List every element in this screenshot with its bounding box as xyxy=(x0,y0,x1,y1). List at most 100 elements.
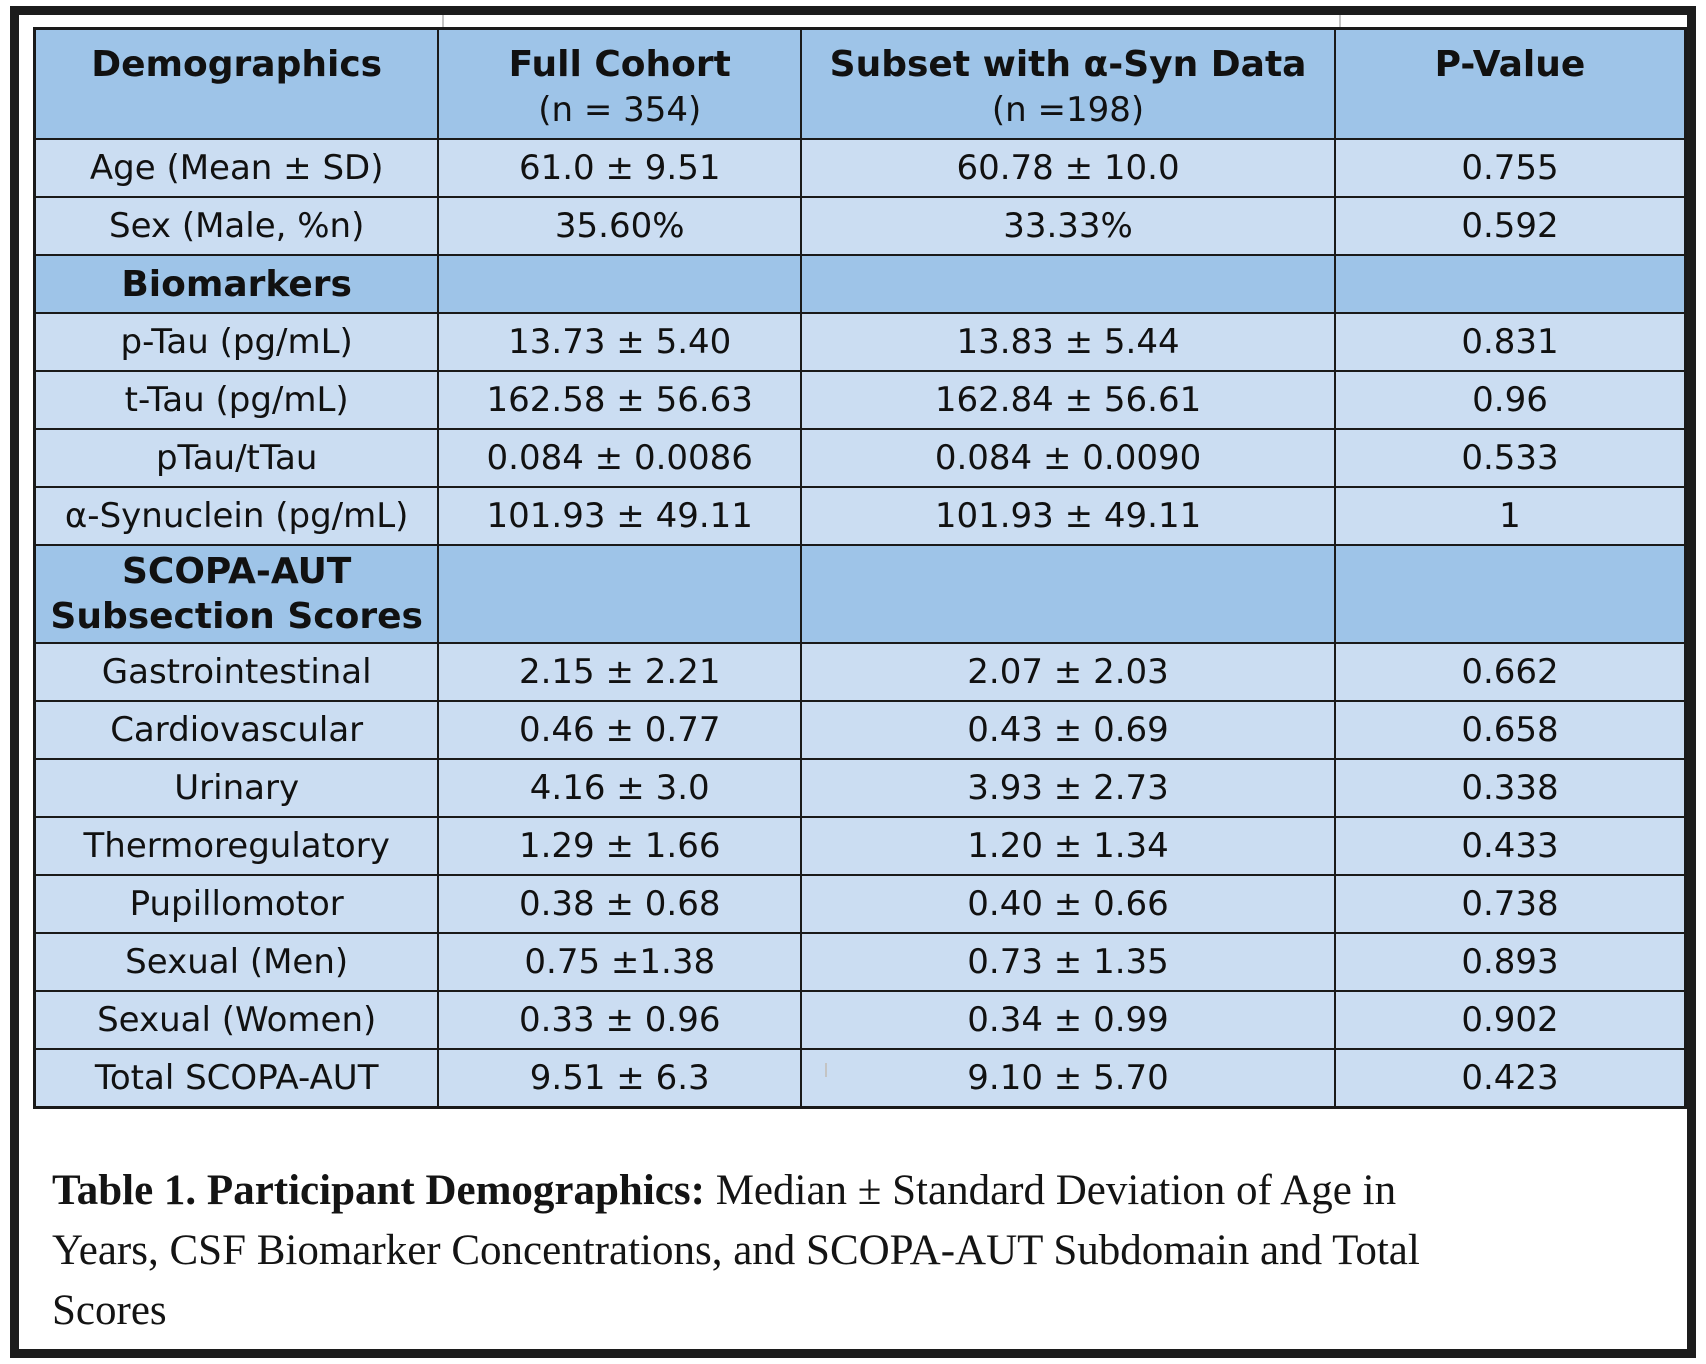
row-label: p-Tau (pg/mL) xyxy=(33,312,440,372)
table-row: Thermoregulatory 1.29 ± 1.66 1.20 ± 1.34 0.… xyxy=(33,816,1687,876)
table-row: Sexual (Women) 0.33 ± 0.96 0.34 ± 0.99 0.90… xyxy=(33,990,1687,1050)
header-row: Demographics Full Cohort (n = 354) Subse… xyxy=(33,27,1687,140)
section-empty-cell xyxy=(800,544,1336,644)
cell-p-value: 0.662 xyxy=(1333,642,1687,702)
header-subset: Subset with α-Syn Data (n =198) xyxy=(800,27,1336,140)
table-row: Gastrointestinal 2.15 ± 2.21 2.07 ± 2.03 0.… xyxy=(33,642,1687,702)
caption-title: Table 1. Participant Demographics: xyxy=(52,1167,705,1214)
table-row: Pupillomotor 0.38 ± 0.68 0.40 ± 0.66 0.738 xyxy=(33,874,1687,934)
cell-full-cohort: 1.29 ± 1.66 xyxy=(437,816,803,876)
cell-full-cohort: 13.73 ± 5.40 xyxy=(437,312,803,372)
cell-subset: 162.84 ± 56.61 xyxy=(800,370,1336,430)
caption-line-3: Scores xyxy=(52,1287,167,1335)
gridline-artifact xyxy=(825,1063,827,1077)
header-full-cohort-n: (n = 354) xyxy=(538,90,702,130)
cell-subset: 1.20 ± 1.34 xyxy=(800,816,1336,876)
header-subset-n: (n =198) xyxy=(991,90,1145,130)
row-label: Cardiovascular xyxy=(33,700,440,760)
row-label: α-Synuclein (pg/mL) xyxy=(33,486,440,546)
cell-subset: 0.43 ± 0.69 xyxy=(800,700,1336,760)
gridline-artifact xyxy=(1339,15,1341,27)
cell-subset: 2.07 ± 2.03 xyxy=(800,642,1336,702)
cell-full-cohort: 61.0 ± 9.51 xyxy=(437,138,803,198)
section-label: SCOPA-AUT Subsection Scores xyxy=(33,544,440,644)
section-empty-cell xyxy=(800,254,1336,314)
header-p-value-label: P-Value xyxy=(1434,44,1586,85)
cell-subset: 9.10 ± 5.70 xyxy=(800,1048,1336,1109)
cell-subset: 0.084 ± 0.0090 xyxy=(800,428,1336,488)
header-demographics: Demographics xyxy=(33,27,440,140)
table-row: Urinary 4.16 ± 3.0 3.93 ± 2.73 0.338 xyxy=(33,758,1687,818)
section-row: Biomarkers xyxy=(33,254,1687,314)
table-row: α-Synuclein (pg/mL) 101.93 ± 49.11 101.93 … xyxy=(33,486,1687,546)
table-row: Sex (Male, %n) 35.60% 33.33% 0.592 xyxy=(33,196,1687,256)
cell-full-cohort: 162.58 ± 56.63 xyxy=(437,370,803,430)
cell-p-value: 0.592 xyxy=(1333,196,1687,256)
cell-p-value: 0.902 xyxy=(1333,990,1687,1050)
section-row: SCOPA-AUT Subsection Scores xyxy=(33,544,1687,644)
table-caption: Table 1. Participant Demographics: Media… xyxy=(52,1161,1612,1342)
cell-subset: 33.33% xyxy=(800,196,1336,256)
table-body: Age (Mean ± SD) 61.0 ± 9.51 60.78 ± 10.0 0.… xyxy=(33,138,1687,1109)
row-label: Sexual (Men) xyxy=(33,932,440,992)
section-empty-cell xyxy=(1333,254,1687,314)
cell-p-value: 0.96 xyxy=(1333,370,1687,430)
table-row: Sexual (Men) 0.75 ±1.38 0.73 ± 1.35 0.893 xyxy=(33,932,1687,992)
row-label: Sexual (Women) xyxy=(33,990,440,1050)
table-row: Cardiovascular 0.46 ± 0.77 0.43 ± 0.69 0.65… xyxy=(33,700,1687,760)
row-label: Sex (Male, %n) xyxy=(33,196,440,256)
cell-p-value: 1 xyxy=(1333,486,1687,546)
cell-p-value: 0.338 xyxy=(1333,758,1687,818)
section-empty-cell xyxy=(437,544,803,644)
cell-p-value: 0.893 xyxy=(1333,932,1687,992)
row-label: Pupillomotor xyxy=(33,874,440,934)
table-header: Demographics Full Cohort (n = 354) Subse… xyxy=(33,27,1687,140)
table-row: pTau/tTau 0.084 ± 0.0086 0.084 ± 0.0090 0.5… xyxy=(33,428,1687,488)
cell-p-value: 0.533 xyxy=(1333,428,1687,488)
section-label: Biomarkers xyxy=(33,254,440,314)
cell-subset: 0.73 ± 1.35 xyxy=(800,932,1336,992)
cell-full-cohort: 0.38 ± 0.68 xyxy=(437,874,803,934)
row-label: Age (Mean ± SD) xyxy=(33,138,440,198)
cell-subset: 101.93 ± 49.11 xyxy=(800,486,1336,546)
cell-subset: 3.93 ± 2.73 xyxy=(800,758,1336,818)
row-label: t-Tau (pg/mL) xyxy=(33,370,440,430)
header-subset-title: Subset with α-Syn Data xyxy=(829,44,1307,85)
row-label: pTau/tTau xyxy=(33,428,440,488)
row-label: Thermoregulatory xyxy=(33,816,440,876)
header-full-cohort: Full Cohort (n = 354) xyxy=(437,27,803,140)
cell-p-value: 0.658 xyxy=(1333,700,1687,760)
cell-full-cohort: 0.33 ± 0.96 xyxy=(437,990,803,1050)
gridline-artifact xyxy=(442,15,444,27)
caption-line-1: Table 1. Participant Demographics: Media… xyxy=(52,1161,1612,1221)
caption-line-1-rest: Median ± Standard Deviation of Age in xyxy=(704,1167,1397,1214)
section-empty-cell xyxy=(437,254,803,314)
cell-subset: 60.78 ± 10.0 xyxy=(800,138,1336,198)
figure-frame: Demographics Full Cohort (n = 354) Subse… xyxy=(10,6,1696,1358)
table-row: Total SCOPA-AUT 9.51 ± 6.3 9.10 ± 5.70 0.42… xyxy=(33,1048,1687,1109)
cell-p-value: 0.755 xyxy=(1333,138,1687,198)
demographics-table: Demographics Full Cohort (n = 354) Subse… xyxy=(33,27,1687,1109)
table-row: Age (Mean ± SD) 61.0 ± 9.51 60.78 ± 10.0 0.… xyxy=(33,138,1687,198)
cell-subset: 13.83 ± 5.44 xyxy=(800,312,1336,372)
row-label: Urinary xyxy=(33,758,440,818)
cell-full-cohort: 9.51 ± 6.3 xyxy=(437,1048,803,1109)
caption-line-2: Years, CSF Biomarker Concentrations, and… xyxy=(52,1227,1420,1275)
row-label: Gastrointestinal xyxy=(33,642,440,702)
cell-subset: 0.40 ± 0.66 xyxy=(800,874,1336,934)
cell-full-cohort: 4.16 ± 3.0 xyxy=(437,758,803,818)
cell-full-cohort: 2.15 ± 2.21 xyxy=(437,642,803,702)
header-demographics-label: Demographics xyxy=(91,44,383,85)
table-row: p-Tau (pg/mL) 13.73 ± 5.40 13.83 ± 5.44 0.8… xyxy=(33,312,1687,372)
cell-p-value: 0.831 xyxy=(1333,312,1687,372)
header-p-value: P-Value xyxy=(1333,27,1687,140)
cell-p-value: 0.433 xyxy=(1333,816,1687,876)
cell-p-value: 0.738 xyxy=(1333,874,1687,934)
cell-full-cohort: 35.60% xyxy=(437,196,803,256)
header-full-cohort-title: Full Cohort xyxy=(508,44,731,85)
section-empty-cell xyxy=(1333,544,1687,644)
cell-p-value: 0.423 xyxy=(1333,1048,1687,1109)
cell-full-cohort: 0.084 ± 0.0086 xyxy=(437,428,803,488)
table-row: t-Tau (pg/mL) 162.58 ± 56.63 162.84 ± 56.6… xyxy=(33,370,1687,430)
